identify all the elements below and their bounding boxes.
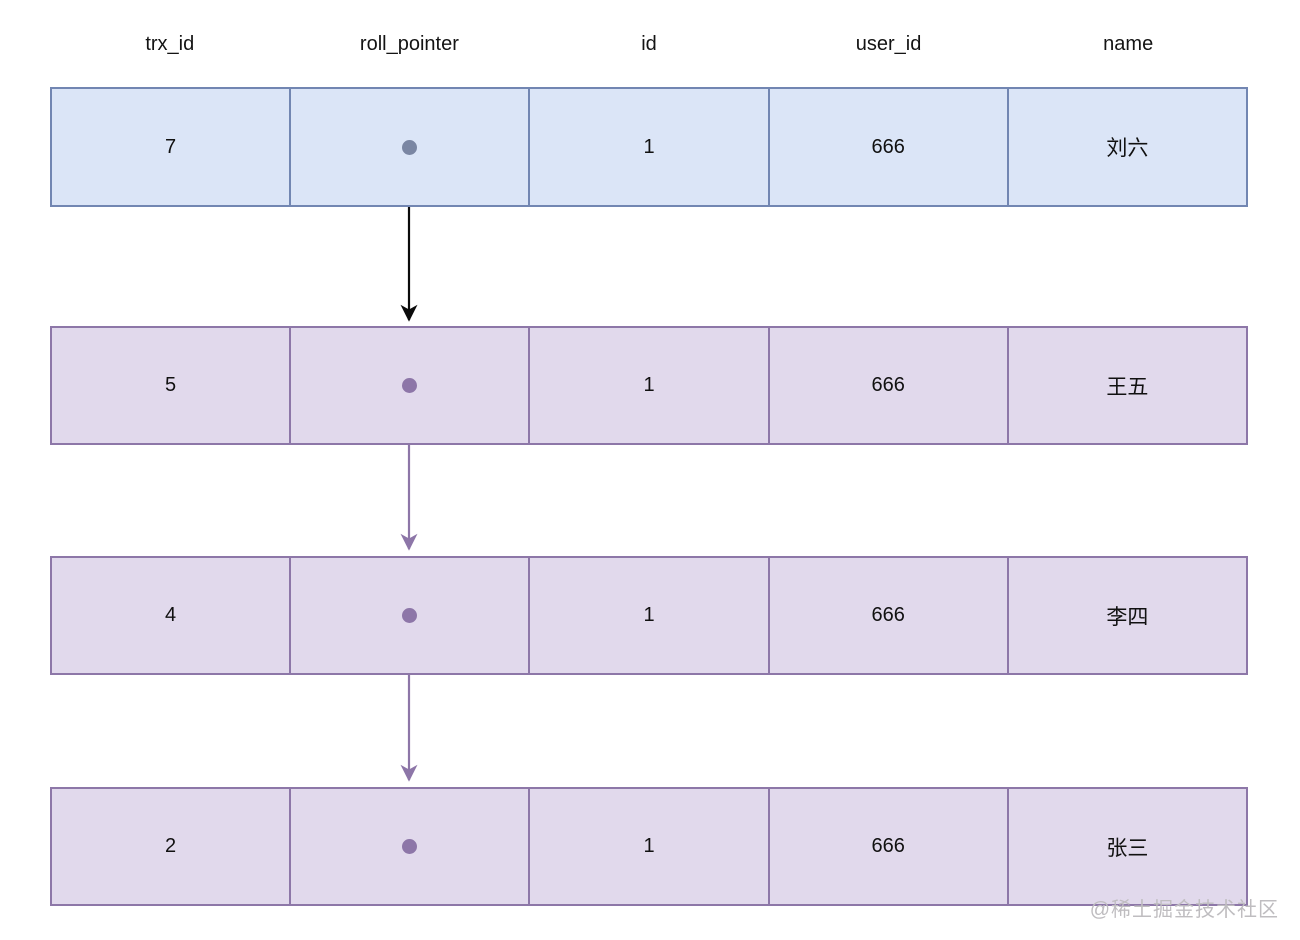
record-row-undo-1: 5 1 666 王五	[50, 326, 1248, 445]
cell-roll-pointer	[291, 89, 531, 205]
cell-id: 1	[530, 558, 770, 673]
roll-pointer-dot	[402, 839, 418, 854]
cell-id: 1	[530, 89, 770, 205]
cell-name: 刘六	[1106, 137, 1149, 160]
cell-name: 张三	[1106, 836, 1149, 860]
cell-trx-id: 2	[52, 789, 292, 904]
cell-id: 1	[530, 789, 770, 904]
cell-user-id: 666	[770, 89, 1009, 205]
column-header-name: name	[1103, 33, 1154, 55]
column-header-user-id: user_id	[855, 33, 922, 55]
cell-roll-pointer	[291, 789, 531, 904]
cell-name: 李四	[1106, 605, 1149, 629]
cell-trx-id: 7	[52, 89, 292, 205]
cell-name: 王五	[1106, 375, 1149, 399]
roll-pointer-dot	[402, 378, 418, 393]
roll-pointer-dot	[402, 139, 418, 155]
cell-id: 1	[530, 328, 770, 443]
cell-trx-id: 4	[52, 558, 292, 673]
column-header-roll-pointer: roll_pointer	[359, 33, 459, 55]
cell-user-id: 666	[770, 558, 1009, 673]
column-header-id: id	[641, 33, 657, 55]
watermark: @稀土掘金技术社区	[1089, 899, 1279, 921]
record-row-undo-3: 2 1 666 张三	[50, 787, 1248, 906]
record-row-undo-2: 4 1 666 李四	[50, 556, 1248, 675]
record-row-current: 7 1 666 刘六	[50, 87, 1248, 207]
cell-roll-pointer	[291, 328, 531, 443]
column-header-trx-id: trx_id	[145, 33, 195, 55]
cell-user-id: 666	[770, 789, 1009, 904]
roll-pointer-dot	[402, 608, 418, 623]
column-headers: trx_id roll_pointer id user_id name	[50, 33, 1248, 56]
cell-roll-pointer	[291, 558, 531, 673]
cell-user-id: 666	[770, 328, 1009, 443]
cell-trx-id: 5	[52, 328, 292, 443]
